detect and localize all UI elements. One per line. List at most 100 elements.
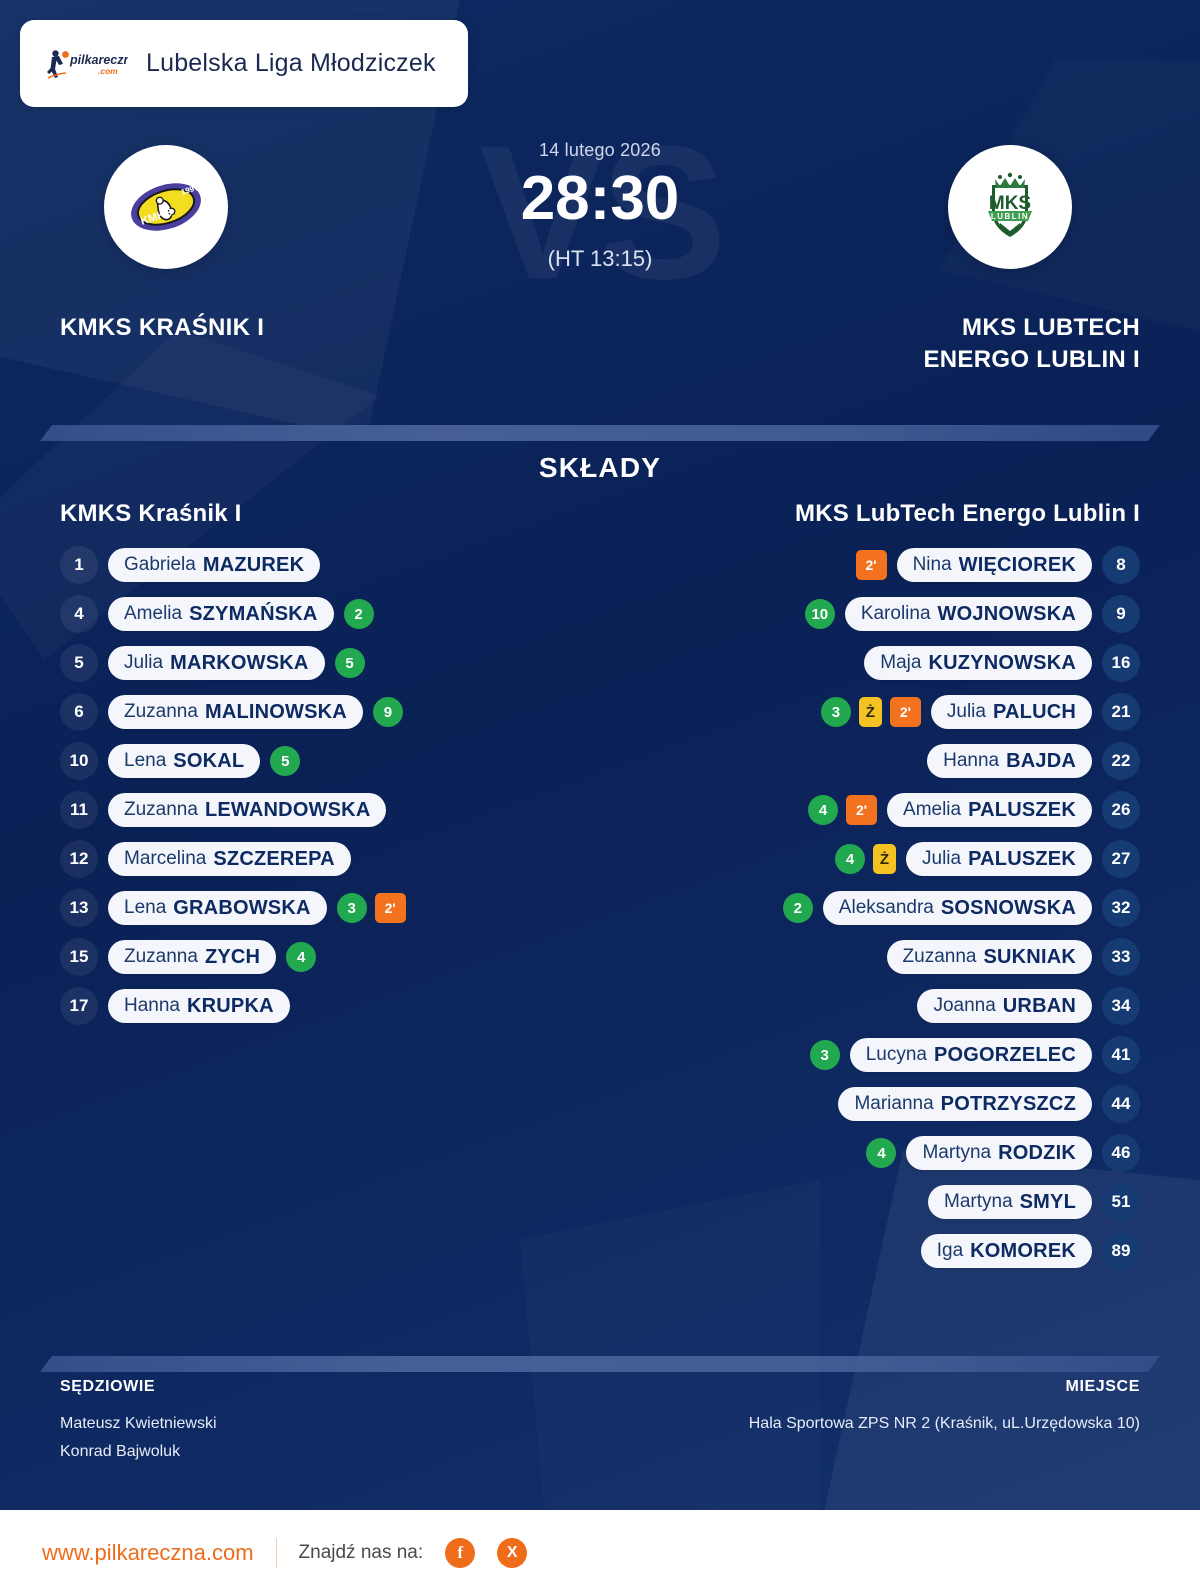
player-row[interactable]: 5 Julia MARKOWSKA 5 (60, 644, 600, 682)
svg-text:pilkareczna: pilkareczna (69, 53, 128, 67)
player-last-name: KUZYNOWSKA (928, 651, 1076, 674)
player-first-name: Marcelina (124, 848, 207, 869)
bottom-bar-divider (275, 1538, 277, 1568)
goals-badge: 9 (372, 697, 403, 727)
pilkareczna-logo-icon: pilkareczna .com (46, 47, 138, 81)
venue-address: Hala Sportowa ZPS NR 2 (Kraśnik, uL.Urzę… (748, 1415, 1140, 1432)
goals-badge: 3 (820, 697, 851, 727)
player-row[interactable]: 2' Nina WIĘCIOREK 8 (600, 546, 1140, 584)
player-shirt-number: 89 (1102, 1232, 1140, 1270)
player-shirt-number: 33 (1102, 938, 1140, 976)
player-name-pill[interactable]: Marcelina SZCZEREPA (108, 842, 351, 876)
player-row[interactable]: 4 Amelia SZYMAŃSKA 2 (60, 595, 600, 633)
player-shirt-number: 11 (60, 791, 98, 829)
player-name-pill[interactable]: Amelia SZYMAŃSKA (108, 597, 334, 631)
player-shirt-number: 15 (60, 938, 98, 976)
player-row[interactable]: Hanna BAJDA 22 (600, 742, 1140, 780)
referee-name: Mateusz Kwietniewski (60, 1415, 217, 1432)
player-row[interactable]: Martyna SMYL 51 (600, 1183, 1140, 1221)
player-row[interactable]: Maja KUZYNOWSKA 16 (600, 644, 1140, 682)
player-name-pill[interactable]: Martyna RODZIK (906, 1136, 1092, 1170)
away-lineup-header: MKS LubTech Energo Lublin I (795, 500, 1140, 527)
player-row[interactable]: 6 Zuzanna MALINOWSKA 9 (60, 693, 600, 731)
player-row[interactable]: 10 Lena SOKAL 5 (60, 742, 600, 780)
player-last-name: WIĘCIOREK (958, 553, 1076, 576)
player-name-pill[interactable]: Martyna SMYL (928, 1185, 1092, 1219)
player-shirt-number: 5 (60, 644, 98, 682)
player-name-pill[interactable]: Maja KUZYNOWSKA (864, 646, 1092, 680)
player-last-name: MAZUREK (202, 553, 305, 576)
suspension-badge: 2' (374, 893, 406, 923)
facebook-icon[interactable]: f (445, 1538, 476, 1568)
player-row[interactable]: 4 Ż Julia PALUSZEK 27 (600, 840, 1140, 878)
goals-badge: 4 (835, 844, 866, 874)
player-row[interactable]: 12 Marcelina SZCZEREPA (60, 840, 600, 878)
player-row[interactable]: 4 Martyna RODZIK 46 (600, 1134, 1140, 1172)
player-last-name: KOMOREK (970, 1239, 1076, 1262)
goals-badge: 2 (343, 599, 374, 629)
suspension-badge: 2' (889, 697, 921, 727)
player-shirt-number: 32 (1102, 889, 1140, 927)
player-row[interactable]: 13 Lena GRABOWSKA 3 2' (60, 889, 600, 927)
player-row[interactable]: 2 Aleksandra SOSNOWSKA 32 (600, 889, 1140, 927)
player-name-pill[interactable]: Marianna POTRZYSZCZ (838, 1087, 1092, 1121)
player-last-name: SMYL (1019, 1190, 1076, 1213)
player-name-pill[interactable]: Lena GRABOWSKA (108, 891, 327, 925)
x-twitter-icon[interactable]: X (497, 1538, 528, 1568)
player-badges: 4 (286, 942, 317, 972)
player-name-pill[interactable]: Iga KOMOREK (920, 1234, 1092, 1268)
player-name-pill[interactable]: Gabriela MAZUREK (108, 548, 321, 582)
player-shirt-number: 17 (60, 987, 98, 1025)
player-name-pill[interactable]: Hanna BAJDA (927, 744, 1092, 778)
site-url-link[interactable]: www.pilkareczna.com (42, 1540, 254, 1565)
player-name-pill[interactable]: Nina WIĘCIOREK (896, 548, 1092, 582)
player-name-pill[interactable]: Julia MARKOWSKA (108, 646, 325, 680)
player-name-pill[interactable]: Karolina WOJNOWSKA (844, 597, 1092, 631)
player-row[interactable]: 10 Karolina WOJNOWSKA 9 (600, 595, 1140, 633)
player-name-pill[interactable]: Zuzanna ZYCH (108, 940, 277, 974)
player-row[interactable]: Iga KOMOREK 89 (600, 1232, 1140, 1270)
player-row[interactable]: 17 Hanna KRUPKA (60, 987, 600, 1025)
player-shirt-number: 46 (1102, 1134, 1140, 1172)
player-shirt-number: 13 (60, 889, 98, 927)
player-first-name: Zuzanna (902, 946, 977, 967)
player-row[interactable]: Joanna URBAN 34 (600, 987, 1140, 1025)
player-row[interactable]: 3 Ż 2' Julia PALUCH 21 (600, 693, 1140, 731)
player-name-pill[interactable]: Julia PALUSZEK (906, 842, 1092, 876)
player-name-pill[interactable]: Joanna URBAN (917, 989, 1092, 1023)
away-player-list: 2' Nina WIĘCIOREK 8 10 Karolina WOJNOWSKA 9 Maja… (600, 546, 1140, 1270)
player-row[interactable]: 1 Gabriela MAZUREK (60, 546, 600, 584)
player-name-pill[interactable]: Lucyna POGORZELEC (849, 1038, 1092, 1072)
section-title-lineups: SKŁADY (538, 452, 662, 483)
player-name-pill[interactable]: Aleksandra SOSNOWSKA (822, 891, 1092, 925)
player-row[interactable]: 3 Lucyna POGORZELEC 41 (600, 1036, 1140, 1074)
player-badges: 4 (866, 1138, 897, 1168)
final-score: 28:30 (520, 164, 680, 233)
player-first-name: Gabriela (124, 554, 196, 575)
player-name-pill[interactable]: Zuzanna LEWANDOWSKA (108, 793, 387, 827)
player-name-pill[interactable]: Hanna KRUPKA (108, 989, 290, 1023)
player-row[interactable]: 4 2' Amelia PALUSZEK 26 (600, 791, 1140, 829)
player-first-name: Hanna (124, 995, 180, 1016)
player-name-pill[interactable]: Zuzanna MALINOWSKA (108, 695, 363, 729)
player-badges: 4 2' (808, 795, 878, 825)
player-row[interactable]: Zuzanna SUKNIAK 33 (600, 938, 1140, 976)
player-first-name: Iga (936, 1240, 964, 1261)
player-row[interactable]: 11 Zuzanna LEWANDOWSKA (60, 791, 600, 829)
player-first-name: Martyna (944, 1191, 1013, 1212)
player-name-pill[interactable]: Julia PALUCH (930, 695, 1092, 729)
player-name-pill[interactable]: Lena SOKAL (108, 744, 261, 778)
goals-badge: 3 (336, 893, 367, 923)
player-name-pill[interactable]: Amelia PALUSZEK (887, 793, 1092, 827)
player-last-name: PALUCH (992, 700, 1076, 723)
player-row[interactable]: Marianna POTRZYSZCZ 44 (600, 1085, 1140, 1123)
player-row[interactable]: 15 Zuzanna ZYCH 4 (60, 938, 600, 976)
goals-badge: 10 (804, 599, 835, 629)
player-shirt-number: 51 (1102, 1183, 1140, 1221)
player-first-name: Lena (124, 750, 167, 771)
league-name: Lubelska Liga Młodziczek (146, 49, 436, 77)
home-lineup-column: KMKS Kraśnik I 1 Gabriela MAZUREK 4 Amelia SZ… (60, 500, 600, 1036)
referees-block: SĘDZIOWIE Mateusz Kwietniewski Konrad Ba… (60, 1378, 217, 1465)
player-name-pill[interactable]: Zuzanna SUKNIAK (886, 940, 1092, 974)
